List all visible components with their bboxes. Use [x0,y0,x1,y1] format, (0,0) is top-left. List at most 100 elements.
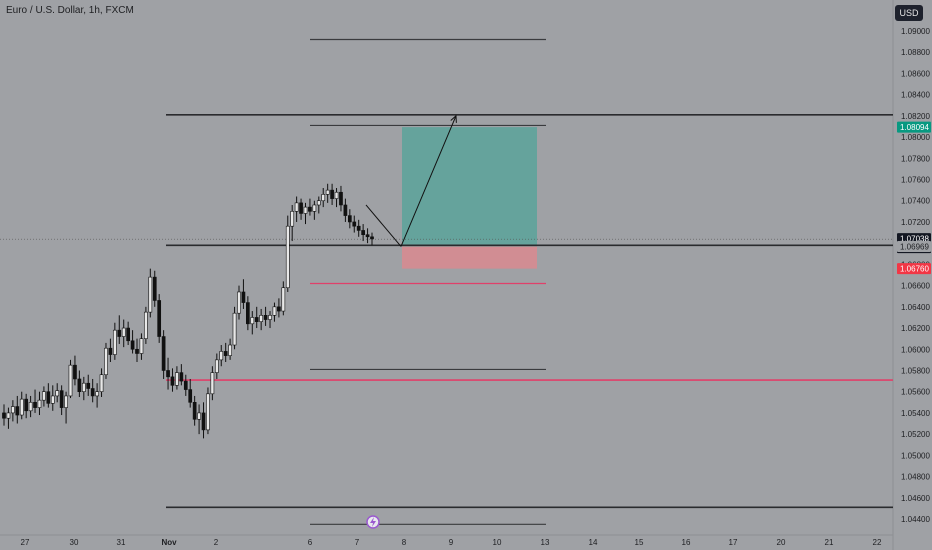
candle-body-78 [347,215,352,223]
x-tick-label-9: 10 [493,538,502,547]
x-tick-label-0: 27 [21,538,30,547]
x-tick-label-4: 2 [214,538,219,547]
y-tick-label-16: 1.05800 [901,366,930,375]
candle-body-32 [144,311,148,339]
y-tick-label-22: 1.04600 [901,494,930,503]
candle-body-68 [303,206,308,214]
candle-body-16 [73,364,77,380]
x-tick-label-1: 30 [70,538,79,547]
candle-body-8 [37,399,42,408]
y-tick-label-5: 1.08000 [901,133,930,142]
candle-body-71 [316,200,321,206]
price-badge-label-0: 1.08094 [900,123,929,132]
candle-body-44 [197,412,201,420]
x-tick-label-15: 20 [777,538,786,547]
price-badge-bg-3 [897,263,931,275]
candle-body-30 [135,348,139,354]
candle-body-2 [11,406,15,414]
x-tick-label-6: 7 [355,538,360,547]
candle-body-7 [33,402,37,408]
price-badge-label-3: 1.06760 [900,265,929,274]
candle-body-53 [237,291,241,314]
candle-body-60 [268,315,272,320]
y-tick-label-21: 1.04800 [901,473,930,482]
candle-body-80 [356,225,361,231]
candle-body-18 [81,382,86,392]
candle-body-64 [285,225,290,289]
candle-body-50 [223,351,228,356]
candle-body-21 [95,391,99,397]
candle-body-81 [361,230,365,235]
candle-body-57 [254,317,259,322]
candle-body-76 [339,191,343,206]
candle-body-3 [15,406,20,416]
candle-body-41 [183,380,188,390]
y-tick-label-12: 1.06600 [901,282,930,291]
candle-body-5 [24,398,29,412]
candle-body-66 [294,202,299,212]
candle-body-23 [104,347,108,376]
candle-body-70 [312,204,317,212]
candle-body-48 [214,359,219,373]
x-tick-label-16: 21 [825,538,834,547]
x-tick-label-12: 15 [635,538,644,547]
candle-body-58 [259,315,264,322]
candle-body-40 [179,372,184,382]
candle-body-26 [117,329,122,337]
x-tick-label-14: 17 [729,538,738,547]
x-tick-label-13: 16 [682,538,691,547]
candle-body-20 [90,388,95,397]
candle-body-27 [121,327,126,337]
candle-body-17 [77,378,82,392]
y-tick-label-17: 1.05600 [901,388,930,397]
candle-body-19 [86,382,91,389]
y-tick-label-8: 1.07400 [901,197,930,206]
x-tick-label-11: 14 [589,538,598,547]
y-tick-label-23: 1.04400 [901,515,930,524]
lightning-icon [370,517,376,527]
y-tick-label-7: 1.07600 [901,176,930,185]
candle-body-59 [263,315,268,320]
x-tick-label-8: 9 [449,538,454,547]
candle-body-1 [6,412,11,419]
candle-body-9 [42,391,46,401]
candle-body-69 [308,206,312,212]
y-tick-label-13: 1.06400 [901,303,930,312]
candle-body-67 [299,202,303,214]
candle-body-73 [325,189,330,195]
y-tick-label-18: 1.05400 [901,409,930,418]
y-tick-label-1: 1.08800 [901,48,930,57]
candle-body-33 [148,276,153,313]
candle-body-0 [2,412,6,419]
candle-body-10 [46,391,51,404]
candle-body-65 [290,211,295,227]
y-tick-label-9: 1.07200 [901,218,930,227]
candle-body-22 [99,374,104,392]
y-tick-label-0: 1.09000 [901,27,930,36]
candle-body-77 [343,204,348,216]
candle-body-54 [241,291,246,303]
x-tick-label-17: 22 [873,538,882,547]
y-tick-label-4: 1.08200 [901,112,930,121]
y-tick-label-19: 1.05200 [901,430,930,439]
candle-body-45 [201,412,206,431]
candle-body-15 [68,364,73,397]
currency-button[interactable]: USD [895,5,923,21]
candle-body-83 [370,236,374,240]
candle-body-42 [188,389,193,403]
x-tick-label-2: 31 [117,538,126,547]
long-position-profit-zone [402,127,537,247]
candle-body-43 [192,402,197,420]
price-badge-label-2: 1.06969 [900,242,929,251]
y-tick-label-6: 1.07800 [901,154,930,163]
price-badge-label-1: 1.07038 [900,235,929,244]
long-position-stop-zone [402,246,537,269]
price-badge-bg-2 [897,240,931,252]
y-tick-label-3: 1.08400 [901,91,930,100]
candle-body-75 [334,191,339,199]
candle-body-39 [175,372,179,386]
x-tick-label-10: 13 [541,538,550,547]
candle-body-55 [246,302,250,325]
